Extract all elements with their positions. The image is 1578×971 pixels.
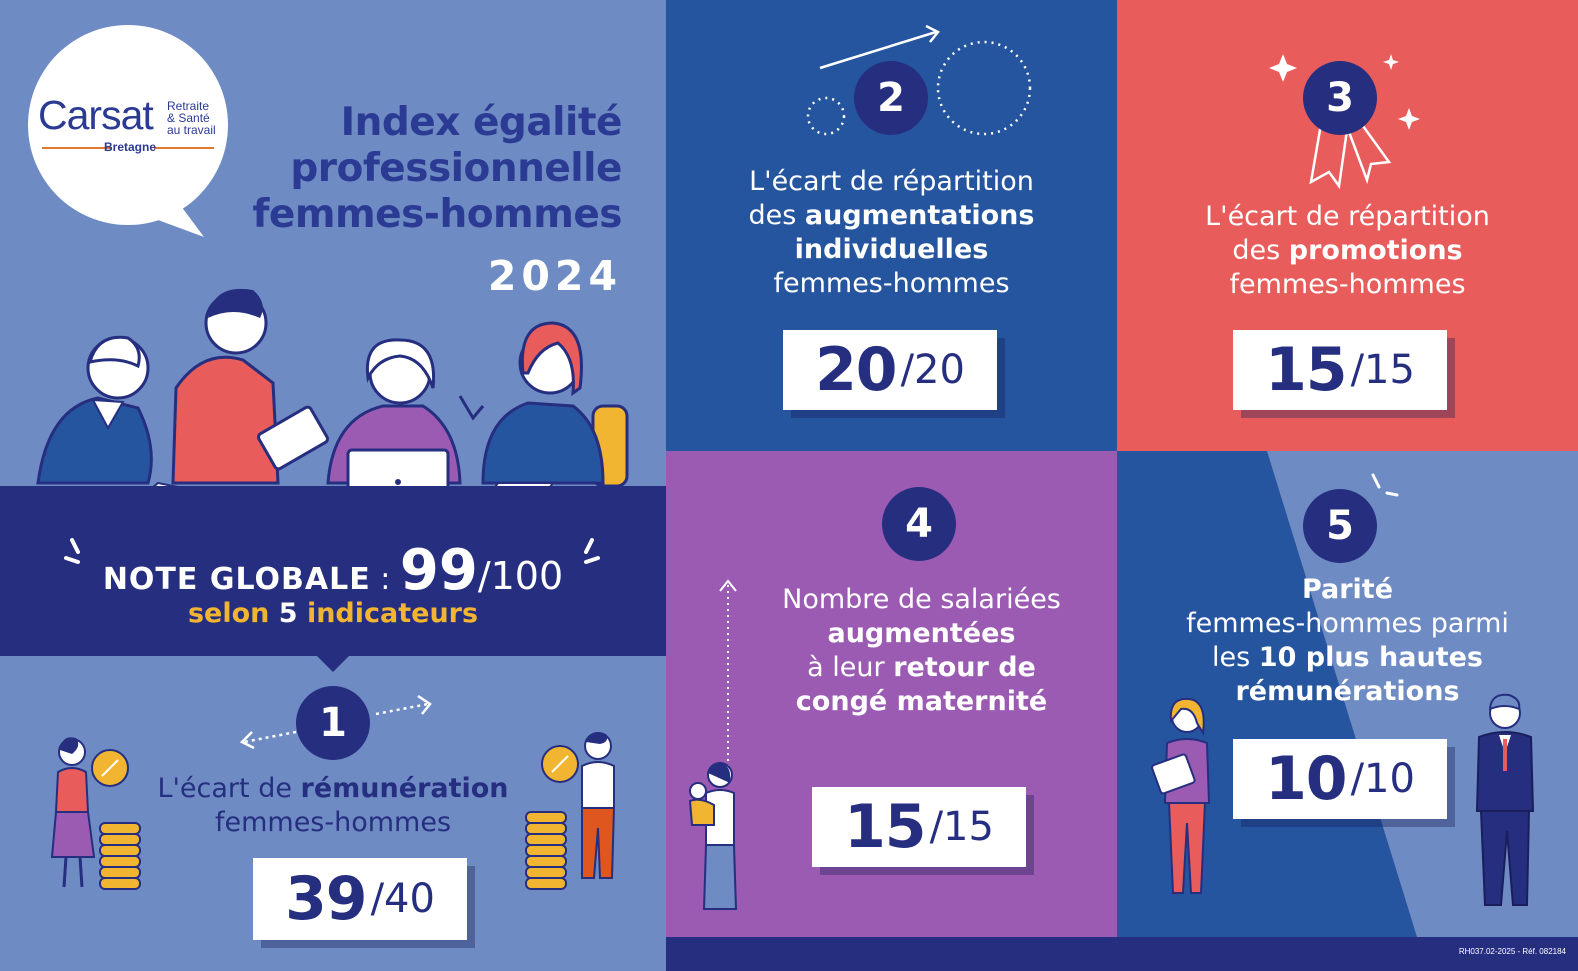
coin-stack-icon	[525, 811, 567, 890]
indicator-1-text: L'écart de rémunération femmes-hommes	[100, 772, 566, 840]
band-pointer	[316, 655, 350, 672]
global-subtitle-post: indicateurs	[297, 598, 479, 629]
logo-tagline-1: Retraite	[167, 99, 210, 113]
indicator-4-score-value: 15	[844, 792, 926, 862]
meeting-illustration	[36, 288, 629, 493]
indicator-1-score: 39/40	[253, 858, 467, 940]
sparkle-icon	[64, 538, 80, 564]
indicator-2-line-2-pre: des	[748, 200, 805, 231]
indicator-2-score-value: 20	[815, 335, 897, 405]
indicator-3-line-1: L'écart de répartition	[1205, 201, 1490, 232]
year-label: 2024	[487, 252, 622, 300]
footer-ref: RH037.02-2025 - Réf. 082184	[1458, 947, 1566, 956]
indicator-2-badge: 2	[854, 61, 928, 135]
sparkle-icon	[584, 538, 600, 564]
arrow-icon	[719, 579, 737, 767]
woman-coin-illustration	[50, 737, 129, 888]
indicator-3-score: 15/15	[1233, 330, 1447, 410]
indicator-4-score-max: /15	[929, 804, 994, 850]
global-subtitle-num: 5	[278, 598, 298, 629]
global-score-band: NOTE GLOBALE : 99/100 selon 5 indicateur…	[0, 486, 666, 656]
logo-tagline-2: & Santé	[167, 111, 210, 125]
global-score-separator: :	[370, 562, 400, 597]
title-line-3: femmes-hommes	[252, 192, 622, 237]
title-line-2: professionnelle	[290, 146, 622, 191]
global-subtitle-pre: selon	[187, 598, 279, 629]
global-subtitle: selon 5 indicateurs	[0, 598, 666, 629]
mother-child-illustration	[688, 762, 738, 910]
indicator-4-line-1: Nombre de salariées	[782, 584, 1061, 615]
indicator-2-score: 20/20	[783, 330, 997, 410]
global-score: NOTE GLOBALE : 99/100	[0, 538, 666, 603]
indicator-2-text: L'écart de répartition des augmentations…	[666, 165, 1117, 301]
indicator-3-text: L'écart de répartition des promotions fe…	[1117, 200, 1578, 302]
indicator-5-text: Parité femmes-hommes parmi les 10 plus h…	[1117, 573, 1578, 709]
indicator-1-badge: 1	[296, 686, 370, 760]
global-score-label: NOTE GLOBALE	[102, 562, 371, 597]
man-coin-illustration	[541, 732, 616, 879]
indicator-3-line-2-bold: promotions	[1288, 235, 1463, 266]
indicator-4-line-2: augmentées	[827, 618, 1016, 649]
logo-brand: Carsat	[38, 92, 154, 138]
indicator-5-panel: 5 Parité femmes-hommes parmi les 10 plus…	[1117, 451, 1578, 937]
indicator-3-panel: 3 L'écart de répartition des promotions …	[1117, 0, 1578, 451]
speech-bubble-logo	[28, 25, 228, 237]
indicator-2-line-2-bold: augmentations	[804, 200, 1035, 231]
logo-tagline: Retraite & Santé au travail	[167, 100, 216, 136]
indicator-1-score-value: 39	[285, 864, 367, 934]
title-line-1: Index égalité	[340, 100, 623, 145]
indicator-4-text: Nombre de salariées augmentées à leur re…	[696, 583, 1117, 719]
indicator-3-line-3: femmes-hommes	[1229, 269, 1466, 300]
footer-bar: RH037.02-2025 - Réf. 082184	[666, 937, 1578, 971]
sparkle-icon	[1371, 473, 1399, 497]
indicator-3-score-value: 15	[1265, 335, 1347, 405]
indicator-3-score-max: /15	[1350, 347, 1415, 393]
indicator-5-badge: 5	[1303, 489, 1377, 563]
indicator-4-line-4: congé maternité	[795, 686, 1048, 717]
global-score-value: 99	[399, 538, 478, 603]
indicator-2-score-max: /20	[900, 347, 965, 393]
indicator-5-line-4: rémunérations	[1235, 676, 1460, 707]
indicator-1-text-pre: L'écart de	[157, 773, 301, 804]
global-score-max: /100	[477, 554, 564, 598]
indicator-2-panel: 2 L'écart de répartition des augmentatio…	[666, 0, 1117, 451]
indicator-4-line-3-bold: retour de	[893, 652, 1036, 683]
arrow-icon	[239, 694, 432, 750]
indicator-4-line-3-pre: à leur	[807, 652, 894, 683]
indicator-5-score: 10/10	[1233, 739, 1447, 819]
indicator-5-line-3-pre: les	[1212, 642, 1259, 673]
logo-tagline-3: au travail	[167, 123, 216, 137]
indicator-3-line-2-pre: des	[1232, 235, 1289, 266]
indicator-5-line-2: femmes-hommes parmi	[1186, 608, 1509, 639]
left-panel: Carsat Retraite & Santé au travail Breta…	[0, 0, 666, 971]
indicator-2-line-3: individuelles	[794, 234, 989, 265]
indicator-3-badge: 3	[1303, 61, 1377, 135]
indicator-4-score: 15/15	[812, 787, 1026, 867]
indicator-1-score-max: /40	[370, 876, 435, 922]
indicator-5-score-max: /10	[1350, 756, 1415, 802]
indicator-5-score-value: 10	[1265, 744, 1347, 814]
logo-region: Bretagne	[104, 140, 157, 154]
ribbon-award-icon	[1269, 54, 1420, 190]
man-suit-illustration	[1475, 693, 1535, 906]
page-title: Index égalité professionnelle femmes-hom…	[252, 100, 622, 238]
indicator-5-line-3-bold: 10 plus hautes	[1258, 642, 1483, 673]
woman-man-illustration	[1151, 697, 1211, 894]
indicator-4-badge: 4	[882, 487, 956, 561]
arrow-icon	[806, 24, 1032, 136]
indicator-4-panel: 4 Nombre de salariées augmentées à leur …	[666, 451, 1117, 937]
indicator-1-text-bold: rémunération	[300, 773, 509, 804]
indicator-5-line-1: Parité	[1301, 574, 1394, 605]
coin-stack-icon	[99, 822, 141, 890]
indicator-2-line-4: femmes-hommes	[773, 268, 1010, 299]
indicator-2-line-1: L'écart de répartition	[749, 166, 1034, 197]
indicator-1-text-post: femmes-hommes	[214, 807, 452, 838]
